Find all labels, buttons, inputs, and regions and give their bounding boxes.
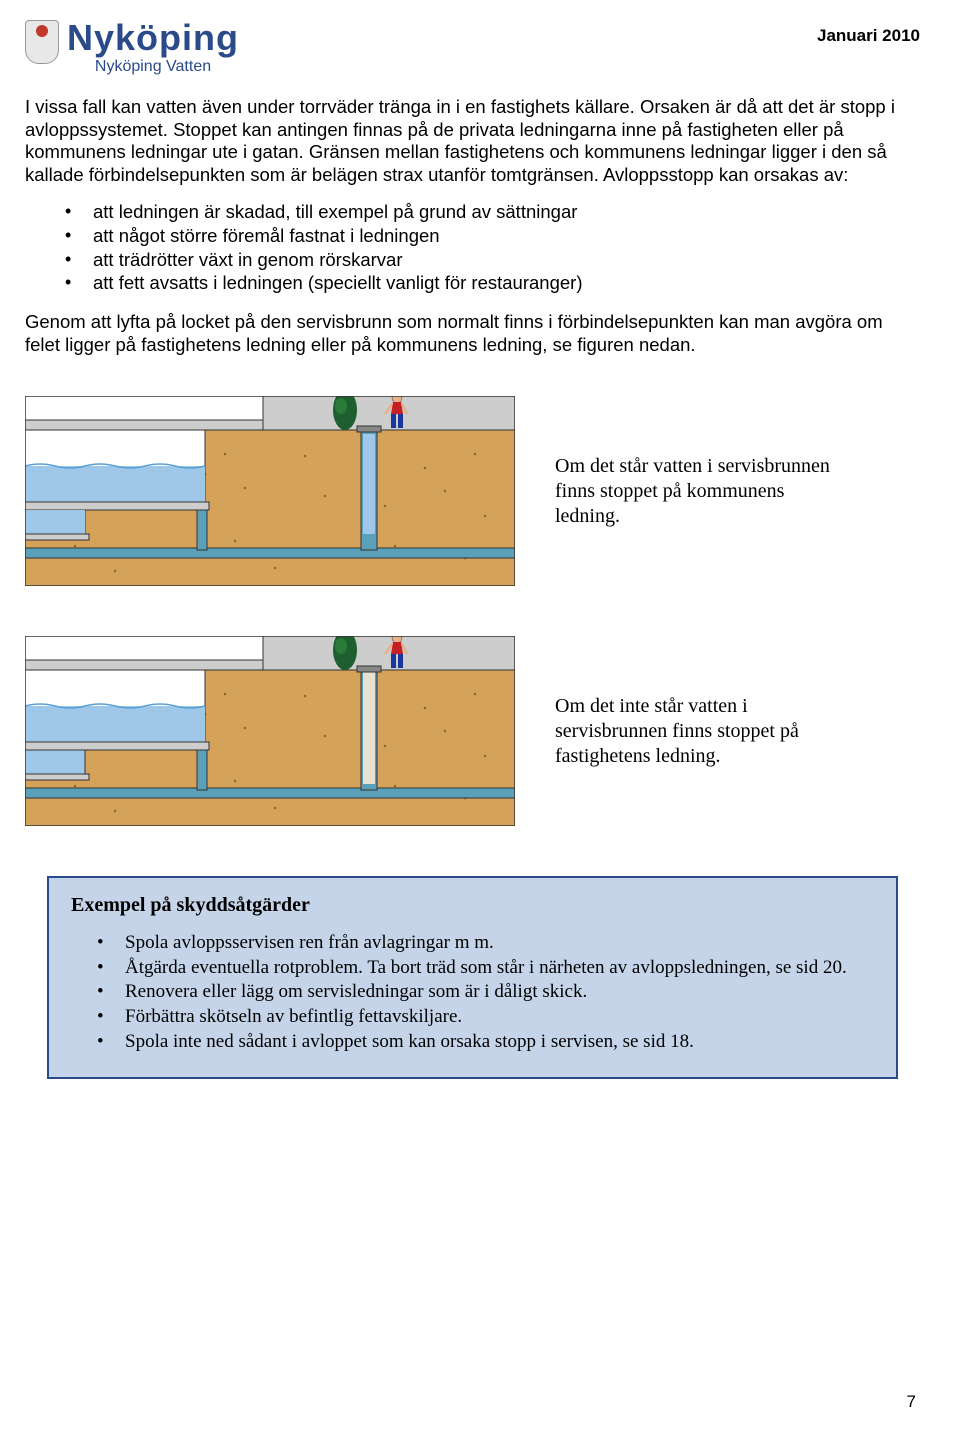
- info-box: Exempel på skyddsåtgärder Spola avloppss…: [47, 876, 898, 1078]
- page-header: Nyköping Nyköping Vatten Januari 2010: [25, 20, 920, 76]
- list-item: Spola inte ned sådant i avloppet som kan…: [97, 1030, 874, 1055]
- shield-icon: [25, 20, 59, 64]
- diagram-2: [25, 636, 515, 826]
- logo-sub: Nyköping Vatten: [67, 58, 239, 76]
- figure-1-caption: Om det står vatten i servisbrunnen finns…: [555, 454, 835, 529]
- diagram-1: [25, 396, 515, 586]
- list-item: att trädrötter växt in genom rörskarvar: [65, 248, 920, 272]
- info-box-list: Spola avloppsservisen ren från avlagring…: [97, 931, 874, 1054]
- logo-block: Nyköping Nyköping Vatten: [25, 20, 239, 76]
- paragraph-2: Genom att lyfta på locket på den servisb…: [25, 311, 920, 356]
- logo-text: Nyköping Nyköping Vatten: [67, 20, 239, 76]
- paragraph-1: I vissa fall kan vatten även under torrv…: [25, 96, 920, 186]
- list-item: Förbättra skötseln av befintlig fettavsk…: [97, 1005, 874, 1030]
- figure-1: Om det står vatten i servisbrunnen finns…: [25, 396, 920, 586]
- figure-2: Om det inte står vatten i servisbrunnen …: [25, 636, 920, 826]
- list-item: Spola avloppsservisen ren från avlagring…: [97, 931, 874, 956]
- page-number: 7: [907, 1392, 916, 1412]
- list-item: Renovera eller lägg om servisledningar s…: [97, 980, 874, 1005]
- list-item: att ledningen är skadad, till exempel på…: [65, 200, 920, 224]
- list-item: att något större föremål fastnat i ledni…: [65, 224, 920, 248]
- list-item: att fett avsatts i ledningen (speciellt …: [65, 271, 920, 295]
- figure-2-caption: Om det inte står vatten i servisbrunnen …: [555, 694, 835, 769]
- date-label: Januari 2010: [817, 26, 920, 46]
- info-box-title: Exempel på skyddsåtgärder: [71, 894, 874, 917]
- causes-list: att ledningen är skadad, till exempel på…: [65, 200, 920, 295]
- logo-main: Nyköping: [67, 20, 239, 56]
- list-item: Åtgärda eventuella rotproblem. Ta bort t…: [97, 956, 874, 981]
